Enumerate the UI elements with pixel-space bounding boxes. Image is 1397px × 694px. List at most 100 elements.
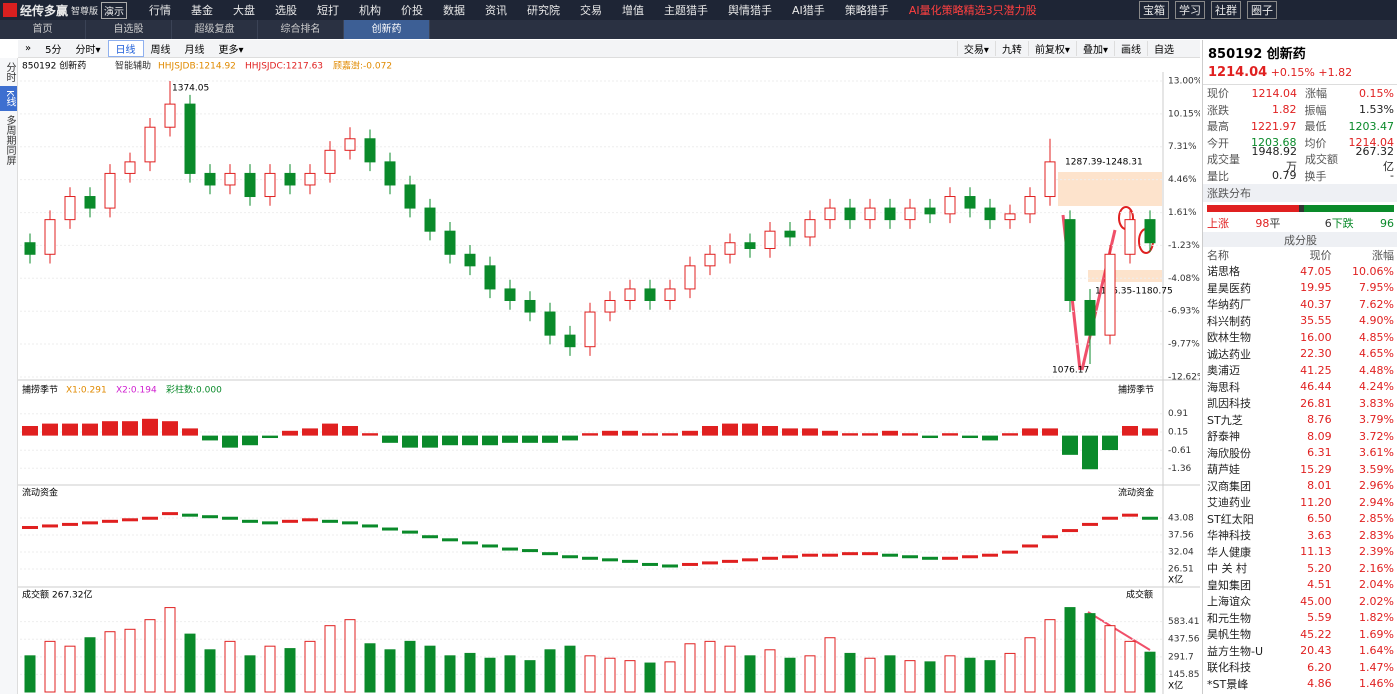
menu-button[interactable]: 宝箱	[1139, 1, 1169, 19]
menu-item[interactable]: 价投	[401, 4, 424, 17]
unit: X亿	[1168, 574, 1183, 586]
stock-row[interactable]: 皇知集团 4.51 2.04%	[1203, 577, 1397, 594]
flow-mark	[1002, 550, 1018, 554]
menu-item[interactable]: 数据	[443, 4, 466, 17]
stock-row[interactable]: 欧林生物 16.00 4.85%	[1203, 329, 1397, 346]
cell: 6.50	[1307, 512, 1332, 526]
stock-row[interactable]: 星昊医药 19.95 7.95%	[1203, 280, 1397, 297]
menu-bar: 经传多赢 智尊版 演示 行情 基金 大盘 选股 短打 机构 价投 数据 资讯 研究院 交易 增值 主题猎手 舆情…	[0, 0, 1397, 20]
stock-row[interactable]: 诚达药业 22.30 4.65%	[1203, 346, 1397, 363]
tool[interactable]: 交易▾	[956, 41, 995, 56]
macd-bar	[602, 430, 618, 436]
menu-item[interactable]: 基金	[191, 4, 214, 17]
period[interactable]: 日线	[107, 40, 144, 57]
flow-mark	[822, 553, 838, 557]
menu-item[interactable]: 交易	[580, 4, 603, 17]
tool[interactable]: 画线	[1114, 41, 1147, 56]
stock-row[interactable]: 华人健康 11.13 2.39%	[1203, 544, 1397, 561]
stock-row[interactable]: 华神科技 3.63 2.83%	[1203, 527, 1397, 544]
flow-mark	[1102, 516, 1118, 520]
stock-row[interactable]: *ST景峰 4.86 1.46%	[1203, 676, 1397, 693]
volume-bar	[604, 657, 616, 693]
tab[interactable]: 创新药	[344, 20, 430, 39]
macd-bar	[1142, 428, 1158, 436]
tool[interactable]: 叠加▾	[1075, 41, 1114, 56]
macd-bar	[222, 435, 238, 448]
stock-row[interactable]: 上海谊众 45.00 2.02%	[1203, 593, 1397, 610]
macd-bar	[822, 430, 838, 436]
cell: 2.02%	[1359, 594, 1394, 608]
collapse[interactable]: »	[25, 43, 32, 54]
promo[interactable]: AI量化策略精选3只潜力股	[908, 4, 1037, 17]
menu-button[interactable]: 社群	[1211, 1, 1241, 19]
macd-bar	[982, 435, 998, 441]
cell: ST九芝	[1207, 413, 1243, 427]
stock-row[interactable]: 联化科技 6.20 1.47%	[1203, 659, 1397, 676]
stock-row[interactable]: 舒泰神 8.09 3.72%	[1203, 428, 1397, 445]
flow-mark	[502, 547, 518, 551]
menu-item[interactable]: 舆情猎手	[728, 4, 773, 17]
menu-item[interactable]: 机构	[359, 4, 382, 17]
period[interactable]: 更多▾	[218, 45, 244, 56]
menu-item[interactable]: 研究院	[527, 4, 561, 17]
stock-row[interactable]: ST九芝 8.76 3.79%	[1203, 412, 1397, 429]
price: 1214.04	[1208, 65, 1268, 80]
assist[interactable]: 智能辅助	[115, 60, 151, 72]
stat-value: 1214.04	[1348, 136, 1395, 150]
menu-button[interactable]: 学习	[1175, 1, 1205, 19]
side-tab[interactable]: 分时	[4, 62, 15, 82]
stock-row[interactable]: 和元生物 5.59 1.82%	[1203, 610, 1397, 627]
period[interactable]: 分时▾	[75, 45, 101, 56]
menu-item[interactable]: 大盘	[233, 4, 256, 17]
tab[interactable]: 首页	[0, 20, 86, 39]
menu-item[interactable]: 资讯	[485, 4, 508, 17]
stock-row[interactable]: 益方生物-U 20.43 1.64%	[1203, 643, 1397, 660]
stock-row[interactable]: 海欣股份 6.31 3.61%	[1203, 445, 1397, 462]
macd-bar	[722, 423, 738, 436]
y-tick-label: 4.46%	[1168, 175, 1197, 185]
flow-mark	[42, 524, 58, 528]
list: 名称 现价 涨幅 诺思格 47.05 10.06% 星昊医药 19.95 7.95% 华纳药厂 40…	[1203, 247, 1397, 693]
menu-button[interactable]: 圈子	[1247, 1, 1277, 19]
edition: 智尊版	[71, 6, 99, 17]
menu-item[interactable]: 增值	[622, 4, 645, 17]
side-tab[interactable]: 多周期同屏	[4, 114, 15, 165]
panel-title: 捕捞季节	[1118, 384, 1154, 396]
stock-row[interactable]: 诺思格 47.05 10.06%	[1203, 263, 1397, 280]
period[interactable]: 周线	[150, 45, 171, 56]
flow-mark	[62, 522, 78, 526]
flow-mark	[82, 521, 98, 525]
tool[interactable]: 自选	[1147, 41, 1180, 56]
stock-row[interactable]: ST红太阳 6.50 2.85%	[1203, 511, 1397, 528]
tab[interactable]: 自选股	[86, 20, 172, 39]
side-tab[interactable]: K线	[0, 86, 17, 111]
candle-body	[404, 184, 416, 209]
tool[interactable]: 九转	[994, 41, 1028, 56]
stock-row[interactable]: 昊帆生物 45.22 1.69%	[1203, 626, 1397, 643]
menu-item[interactable]: 策略猎手	[844, 4, 889, 17]
stock-row[interactable]: 科兴制药 35.55 4.90%	[1203, 313, 1397, 330]
menu-item[interactable]: 短打	[317, 4, 340, 17]
menu-item[interactable]: AI猎手	[792, 4, 825, 17]
tab[interactable]: 综合排名	[258, 20, 344, 39]
legend: X2:0.194	[116, 386, 157, 396]
stock-row[interactable]: 奥浦迈 41.25 4.48%	[1203, 362, 1397, 379]
stat-value: 0.79	[1272, 169, 1297, 183]
macd-bar	[662, 433, 678, 436]
period[interactable]: 5分	[45, 45, 62, 56]
stock-row[interactable]: 葫芦娃 15.29 3.59%	[1203, 461, 1397, 478]
candle-body	[164, 103, 176, 128]
menu-item[interactable]: 行情	[149, 4, 172, 17]
cell: 4.24%	[1359, 380, 1394, 394]
menu-item[interactable]: 选股	[275, 4, 298, 17]
menu-item[interactable]: 主题猎手	[664, 4, 709, 17]
stock-row[interactable]: 海思科 46.44 4.24%	[1203, 379, 1397, 396]
tab[interactable]: 超级复盘	[172, 20, 258, 39]
tool[interactable]: 前复权▾	[1027, 41, 1076, 56]
stock-row[interactable]: 华纳药厂 40.37 7.62%	[1203, 296, 1397, 313]
stock-row[interactable]: 艾迪药业 11.20 2.94%	[1203, 494, 1397, 511]
stock-row[interactable]: 中 关 村 5.20 2.16%	[1203, 560, 1397, 577]
stock-row[interactable]: 凯因科技 26.81 3.83%	[1203, 395, 1397, 412]
period[interactable]: 月线	[184, 45, 205, 56]
stock-row[interactable]: 汉商集团 8.01 2.96%	[1203, 478, 1397, 495]
